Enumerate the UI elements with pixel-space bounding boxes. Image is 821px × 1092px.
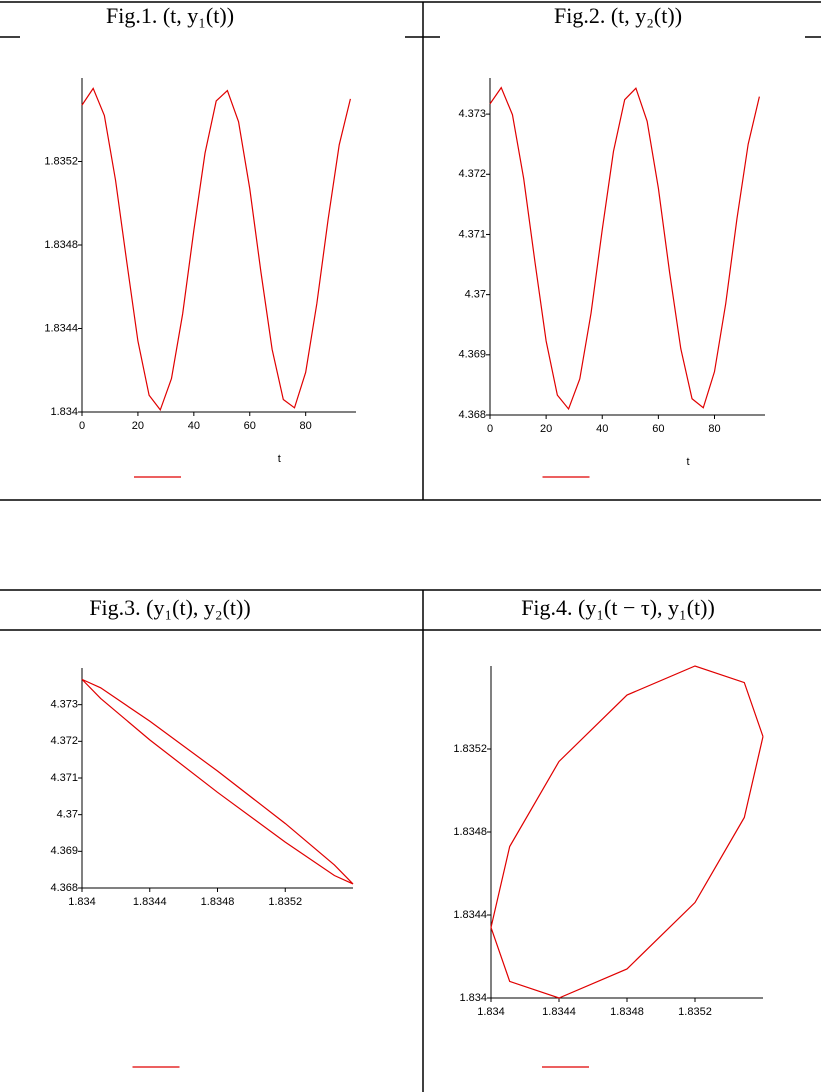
y-tick-label: 4.369: [458, 349, 486, 361]
x-tick-label: 60: [244, 420, 256, 432]
y-tick-label: 1.8352: [453, 743, 487, 755]
chart-title: Fig.1. (t, y₁(t)): [106, 3, 234, 28]
y-tick-label: 4.372: [50, 735, 78, 747]
data-line: [81, 678, 354, 885]
x-axis-label: t: [278, 453, 281, 465]
y-tick-label: 4.368: [50, 882, 78, 894]
y-tick-label: 1.8344: [44, 322, 78, 334]
data-line: [490, 665, 764, 999]
x-tick-label: 40: [188, 420, 200, 432]
y-tick-label: 1.8348: [453, 826, 487, 838]
y-tick-label: 1.8344: [453, 909, 487, 921]
y-tick-label: 1.8352: [44, 155, 78, 167]
x-tick-label: 1.834: [68, 896, 96, 908]
y-tick-label: 4.37: [465, 289, 486, 301]
x-tick-label: 0: [79, 420, 85, 432]
y-tick-label: 4.371: [50, 772, 78, 784]
data-line: [489, 86, 760, 411]
y-tick-label: 4.371: [458, 228, 486, 240]
x-tick-label: 20: [132, 420, 144, 432]
chart-title: Fig.2. (t, y₂(t)): [554, 3, 682, 28]
x-tick-label: 40: [596, 423, 608, 435]
y-tick-label: 4.373: [458, 108, 486, 120]
x-tick-label: 1.8352: [268, 896, 302, 908]
x-axis-label: t: [686, 456, 689, 468]
x-tick-label: 60: [652, 423, 664, 435]
y-tick-label: 4.372: [458, 168, 486, 180]
y-tick-label: 1.834: [459, 992, 487, 1004]
x-tick-label: 1.834: [477, 1006, 505, 1018]
y-tick-label: 1.834: [50, 406, 78, 418]
data-line: [81, 87, 351, 412]
x-tick-label: 80: [300, 420, 312, 432]
y-tick-label: 1.8348: [44, 239, 78, 251]
x-tick-label: 1.8348: [610, 1006, 644, 1018]
x-tick-label: 0: [487, 423, 493, 435]
chart-title: Fig.4. (y₁(t − τ), y₁(t)): [521, 595, 715, 620]
x-tick-label: 80: [708, 423, 720, 435]
y-tick-label: 4.373: [50, 699, 78, 711]
y-tick-label: 4.37: [57, 809, 78, 821]
x-tick-label: 1.8352: [678, 1006, 712, 1018]
x-tick-label: 1.8348: [201, 896, 235, 908]
x-tick-label: 20: [540, 423, 552, 435]
y-tick-label: 4.369: [50, 845, 78, 857]
y-tick-label: 4.368: [458, 409, 486, 421]
chart-title: Fig.3. (y₁(t), y₂(t)): [89, 595, 250, 620]
x-tick-label: 1.8344: [133, 896, 167, 908]
x-tick-label: 1.8344: [542, 1006, 576, 1018]
